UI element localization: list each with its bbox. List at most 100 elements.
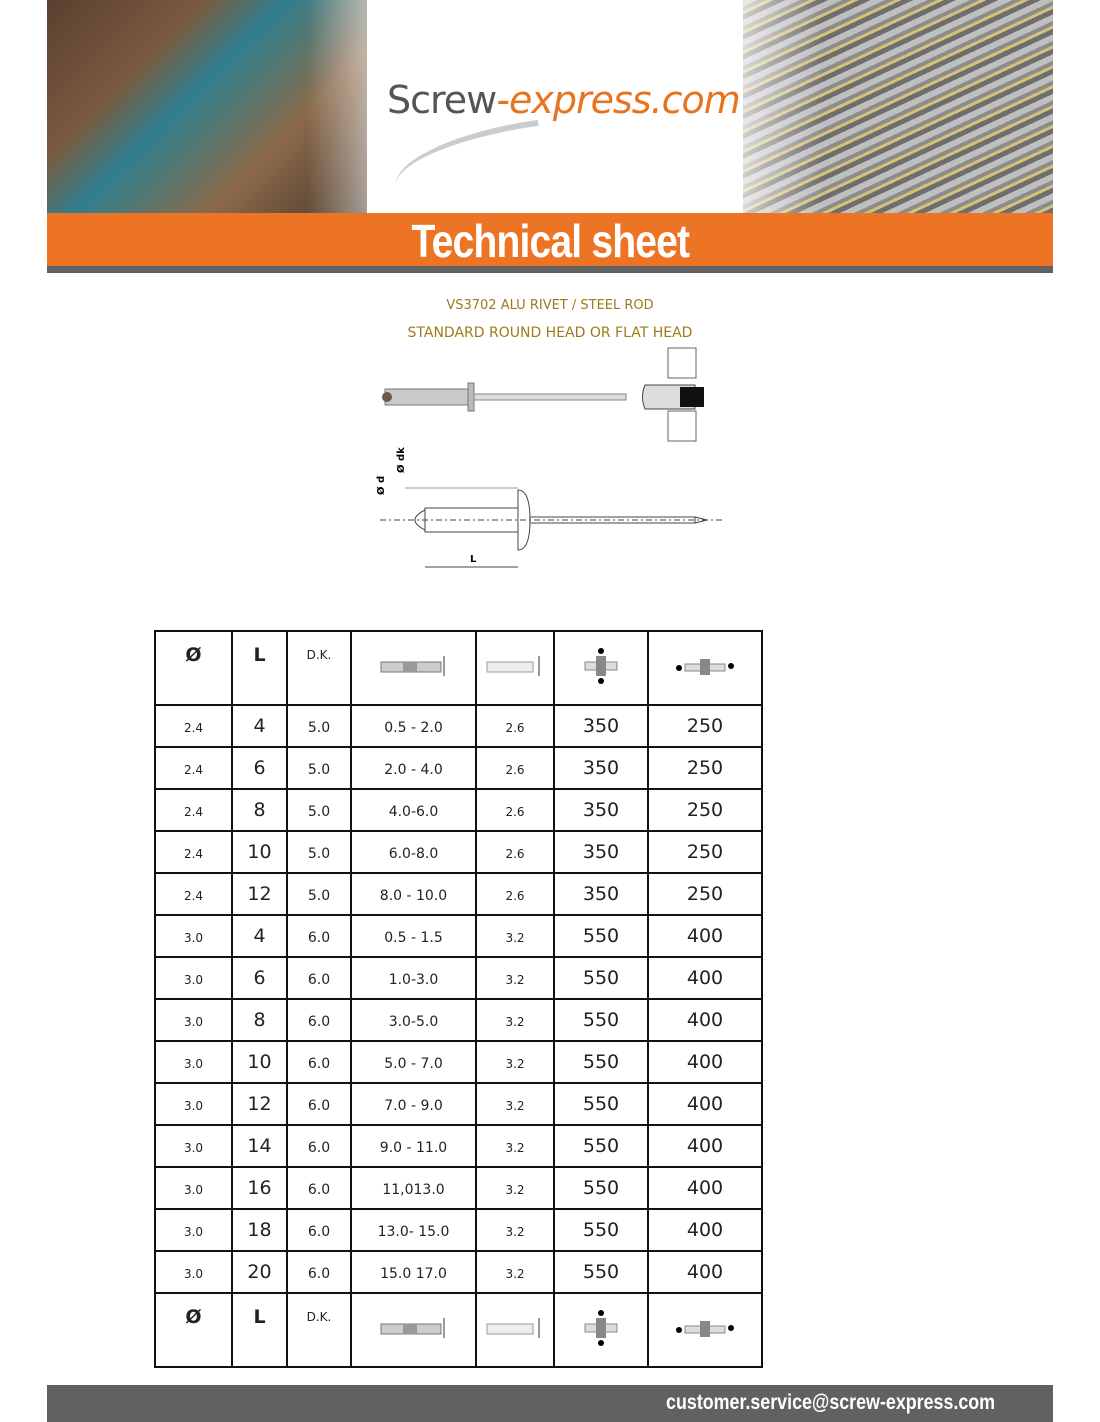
cell-value: 3.2 [505,1140,525,1155]
length-header: L [231,630,288,706]
table-cell: 5.0 [286,788,352,832]
cell-value: 5.0 [307,887,331,904]
header-label: D.K. [306,648,332,662]
table-cell: 3.0 [154,998,233,1042]
table-cell: 3.0 [154,1208,233,1252]
product-head-type: STANDARD ROUND HEAD OR FLAT HEAD [407,325,693,341]
head-diameter-header: D.K. [286,1292,352,1368]
cell-value: 550 [582,1261,620,1283]
table-cell: 8.0 - 10.0 [350,872,477,916]
header-label: Ø [185,644,202,666]
table-cell: 14 [231,1124,288,1168]
cell-value: 10 [247,1051,272,1073]
table-cell: 2.4 [154,830,233,874]
table-cell: 8 [231,998,288,1042]
table-cell: 3.2 [475,1082,555,1126]
header-banner: Screw-express.com [47,0,1053,213]
table-row: 3.0 14 6.0 9.0 - 11.0 3.2 550 400 [154,1124,763,1168]
cell-value: 18 [247,1219,272,1241]
cell-value: 6 [253,967,266,989]
table-cell: 550 [553,1124,649,1168]
rivet-section-icon [642,347,704,442]
table-cell: 6.0 [286,1124,352,1168]
head-diameter-header: D.K. [286,630,352,706]
table-cell: 6.0 [286,956,352,1000]
cell-value: 3.0 [183,930,204,945]
cell-value: 550 [582,1093,620,1115]
cell-value: 6.0 [307,1181,331,1198]
cell-value: 5.0 [307,761,331,778]
cell-value: 6.0-8.0 [388,845,439,862]
table-cell: 6.0-8.0 [350,830,477,874]
table-cell: 3.0 [154,1166,233,1210]
table-cell: 9.0 - 11.0 [350,1124,477,1168]
table-cell: 2.0 - 4.0 [350,746,477,790]
cell-value: 250 [686,715,724,737]
cell-value: 250 [686,841,724,863]
cell-value: 2.4 [183,846,204,861]
table-cell: 1.0-3.0 [350,956,477,1000]
cell-value: 3.2 [505,1182,525,1197]
table-cell: 2.4 [154,746,233,790]
table-cell: 3.0 [154,914,233,958]
table-cell: 350 [553,746,649,790]
cell-value: 550 [582,925,620,947]
table-cell: 3.2 [475,998,555,1042]
table-cell: 3.0 [154,1082,233,1126]
shear-strength-icon [553,630,649,706]
grip-range-icon [350,630,477,706]
cell-value: 250 [686,799,724,821]
cell-value: 12 [247,883,272,905]
contact-email[interactable]: customer.service@screw-express.com [666,1391,995,1414]
divider [47,266,1053,273]
table-cell: 6.0 [286,1040,352,1084]
table-cell: 8 [231,788,288,832]
cell-value: 550 [582,967,620,989]
cell-value: 3.2 [505,1224,525,1239]
cell-value: 2.4 [183,762,204,777]
table-cell: 350 [553,830,649,874]
cell-value: 1.0-3.0 [388,971,439,988]
cell-value: 400 [686,1009,724,1031]
table-row: 2.4 4 5.0 0.5 - 2.0 2.6 350 250 [154,704,763,748]
cell-value: 550 [582,1177,620,1199]
cell-value: 350 [582,757,620,779]
table-cell: 3.2 [475,1166,555,1210]
table-row: 3.0 10 6.0 5.0 - 7.0 3.2 550 400 [154,1040,763,1084]
table-cell: 400 [647,1124,763,1168]
table-row: 3.0 16 6.0 11,013.0 3.2 550 400 [154,1166,763,1210]
cell-value: 350 [582,715,620,737]
table-cell: 400 [647,914,763,958]
cell-value: 3.0 [183,1266,204,1281]
table-cell: 2.6 [475,746,555,790]
table-cell: 550 [553,1250,649,1294]
table-row: 3.0 6 6.0 1.0-3.0 3.2 550 400 [154,956,763,1000]
table-row: 2.4 12 5.0 8.0 - 10.0 2.6 350 250 [154,872,763,916]
table-cell: 3.2 [475,914,555,958]
table-cell: 5.0 [286,746,352,790]
table-cell: 3.0 [154,1040,233,1084]
table-cell: 400 [647,956,763,1000]
cell-value: 4 [253,925,266,947]
table-cell: 400 [647,998,763,1042]
cell-value: 6.0 [307,929,331,946]
table-cell: 2.4 [154,788,233,832]
cell-value: 2.6 [505,888,525,903]
shear-strength-icon [553,1292,649,1368]
title-bar: Technical sheet [47,213,1053,267]
cell-value: 5.0 [307,719,331,736]
cell-value: 3.0 [183,1224,204,1239]
cell-value: 6.0 [307,971,331,988]
cell-value: 5.0 [307,803,331,820]
table-cell: 250 [647,830,763,874]
cell-value: 11,013.0 [382,1181,445,1198]
table-cell: 3.2 [475,1040,555,1084]
table-cell: 550 [553,1208,649,1252]
cell-value: 0.5 - 1.5 [384,929,443,946]
cell-value: 5.0 - 7.0 [384,1055,443,1072]
table-row: 3.0 18 6.0 13.0- 15.0 3.2 550 400 [154,1208,763,1252]
table-cell: 6.0 [286,1208,352,1252]
table-cell: 2.6 [475,704,555,748]
table-cell: 350 [553,704,649,748]
table-cell: 400 [647,1208,763,1252]
